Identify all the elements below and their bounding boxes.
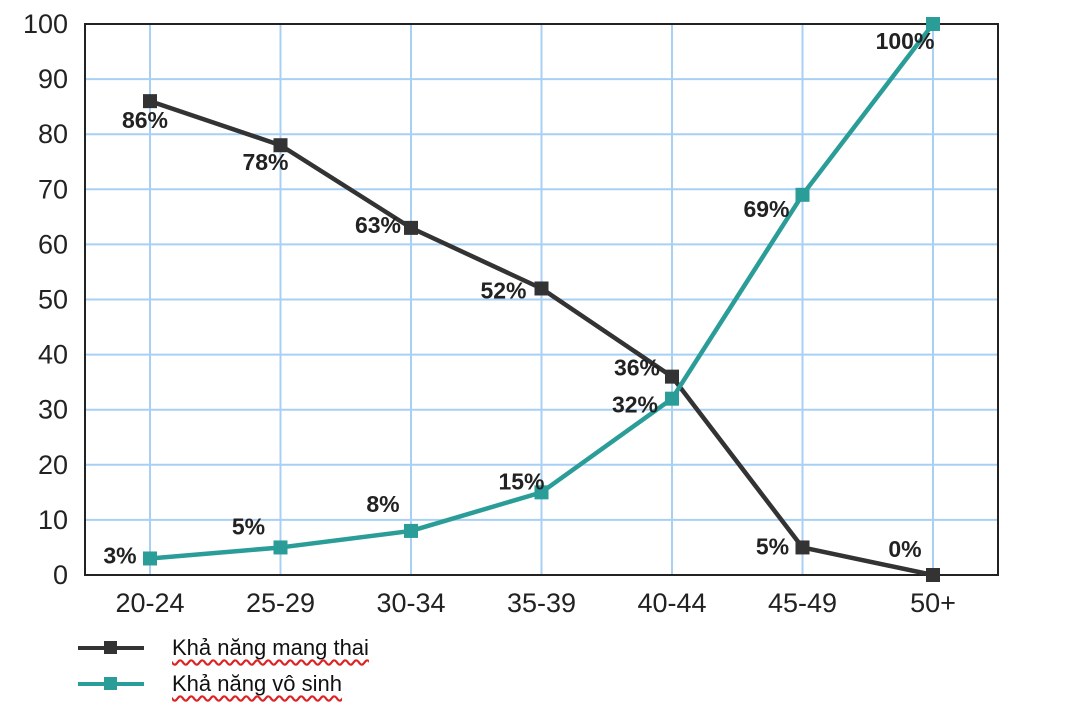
x-tick-label: 25-29 xyxy=(246,588,315,618)
y-tick-label: 20 xyxy=(38,450,68,480)
y-tick-label: 90 xyxy=(38,64,68,94)
data-point-marker xyxy=(795,540,810,555)
legend-item-infertility: Khả năng vô sinh xyxy=(78,666,369,702)
x-tick-label: 20-24 xyxy=(115,588,184,618)
x-tick-label: 40-44 xyxy=(637,588,706,618)
y-tick-label: 10 xyxy=(38,505,68,535)
data-label: 63% xyxy=(355,212,401,238)
line-chart: 0 10 20 30 40 50 60 70 80 90 100 20-24 25-29 30-34 35… xyxy=(23,9,999,618)
data-point-marker xyxy=(534,485,549,500)
y-tick-label: 100 xyxy=(23,9,68,39)
data-point-marker xyxy=(273,138,288,153)
y-axis-tick-labels: 0 10 20 30 40 50 60 70 80 90 100 xyxy=(23,9,68,590)
y-tick-label: 50 xyxy=(38,285,68,315)
x-tick-label: 50+ xyxy=(910,588,956,618)
x-tick-label: 30-34 xyxy=(376,588,445,618)
square-marker-icon xyxy=(104,677,117,690)
data-label: 0% xyxy=(888,536,921,562)
data-label: 86% xyxy=(122,107,168,133)
data-point-marker xyxy=(273,540,288,555)
data-point-marker xyxy=(926,17,940,31)
x-axis-tick-labels: 20-24 25-29 30-34 35-39 40-44 45-49 50+ xyxy=(115,588,955,618)
data-label: 78% xyxy=(242,149,288,175)
legend-label: Khả năng vô sinh xyxy=(172,671,343,696)
data-point-marker xyxy=(795,187,810,202)
y-tick-label: 70 xyxy=(38,174,68,204)
data-label: 100% xyxy=(876,28,935,54)
y-tick-label: 40 xyxy=(38,340,68,370)
square-marker-icon xyxy=(104,641,117,654)
data-point-marker xyxy=(926,568,940,582)
legend-item-pregnancy: Khả năng mang thai xyxy=(78,630,369,666)
data-label: 3% xyxy=(103,542,136,568)
data-point-marker xyxy=(665,391,679,406)
data-label: 5% xyxy=(232,513,265,539)
x-tick-label: 45-49 xyxy=(768,588,837,618)
series-layer xyxy=(143,17,940,582)
y-tick-label: 80 xyxy=(38,119,68,149)
data-label: 36% xyxy=(614,355,660,381)
plot-frame xyxy=(84,23,999,576)
legend-line-icon xyxy=(78,677,144,690)
y-tick-label: 0 xyxy=(53,560,68,590)
legend-label: Khả năng mang thai xyxy=(172,635,369,660)
data-label: 69% xyxy=(743,196,789,222)
data-label: 52% xyxy=(480,277,526,303)
y-tick-label: 30 xyxy=(38,395,68,425)
data-point-marker xyxy=(143,551,157,566)
data-labels-layer: 86% 78% 63% 52% 36% 5% 0% 3% 5% 8% 15% 32% 69% 100% xyxy=(103,28,934,568)
x-tick-label: 35-39 xyxy=(507,588,576,618)
legend-line-icon xyxy=(78,641,144,654)
data-point-marker xyxy=(404,220,418,235)
legend: Khả năng mang thai Khả năng vô sinh xyxy=(78,630,369,702)
data-label: 15% xyxy=(498,468,544,494)
data-label: 8% xyxy=(366,491,399,517)
data-label: 32% xyxy=(612,392,658,418)
data-point-marker xyxy=(665,369,679,384)
data-point-marker xyxy=(143,94,157,109)
grid-lines xyxy=(84,23,999,576)
data-label: 5% xyxy=(756,533,789,559)
y-tick-label: 60 xyxy=(38,229,68,259)
data-point-marker xyxy=(534,281,549,296)
data-point-marker xyxy=(404,523,418,538)
